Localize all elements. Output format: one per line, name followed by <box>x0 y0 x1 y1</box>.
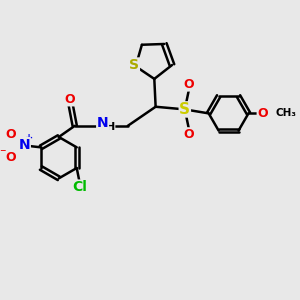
Text: O: O <box>6 152 16 164</box>
Text: ⁻: ⁻ <box>0 148 6 160</box>
Text: S: S <box>129 58 140 72</box>
Text: O: O <box>64 93 75 106</box>
Text: O: O <box>257 107 268 120</box>
Text: +: + <box>25 133 33 143</box>
Text: S: S <box>179 102 190 117</box>
Text: Cl: Cl <box>72 180 87 194</box>
Text: N: N <box>97 116 108 130</box>
Text: O: O <box>5 128 16 141</box>
Text: CH₃: CH₃ <box>275 108 296 118</box>
Text: H: H <box>106 122 115 132</box>
Text: O: O <box>184 78 194 91</box>
Text: O: O <box>184 128 194 141</box>
Text: N: N <box>19 138 30 152</box>
